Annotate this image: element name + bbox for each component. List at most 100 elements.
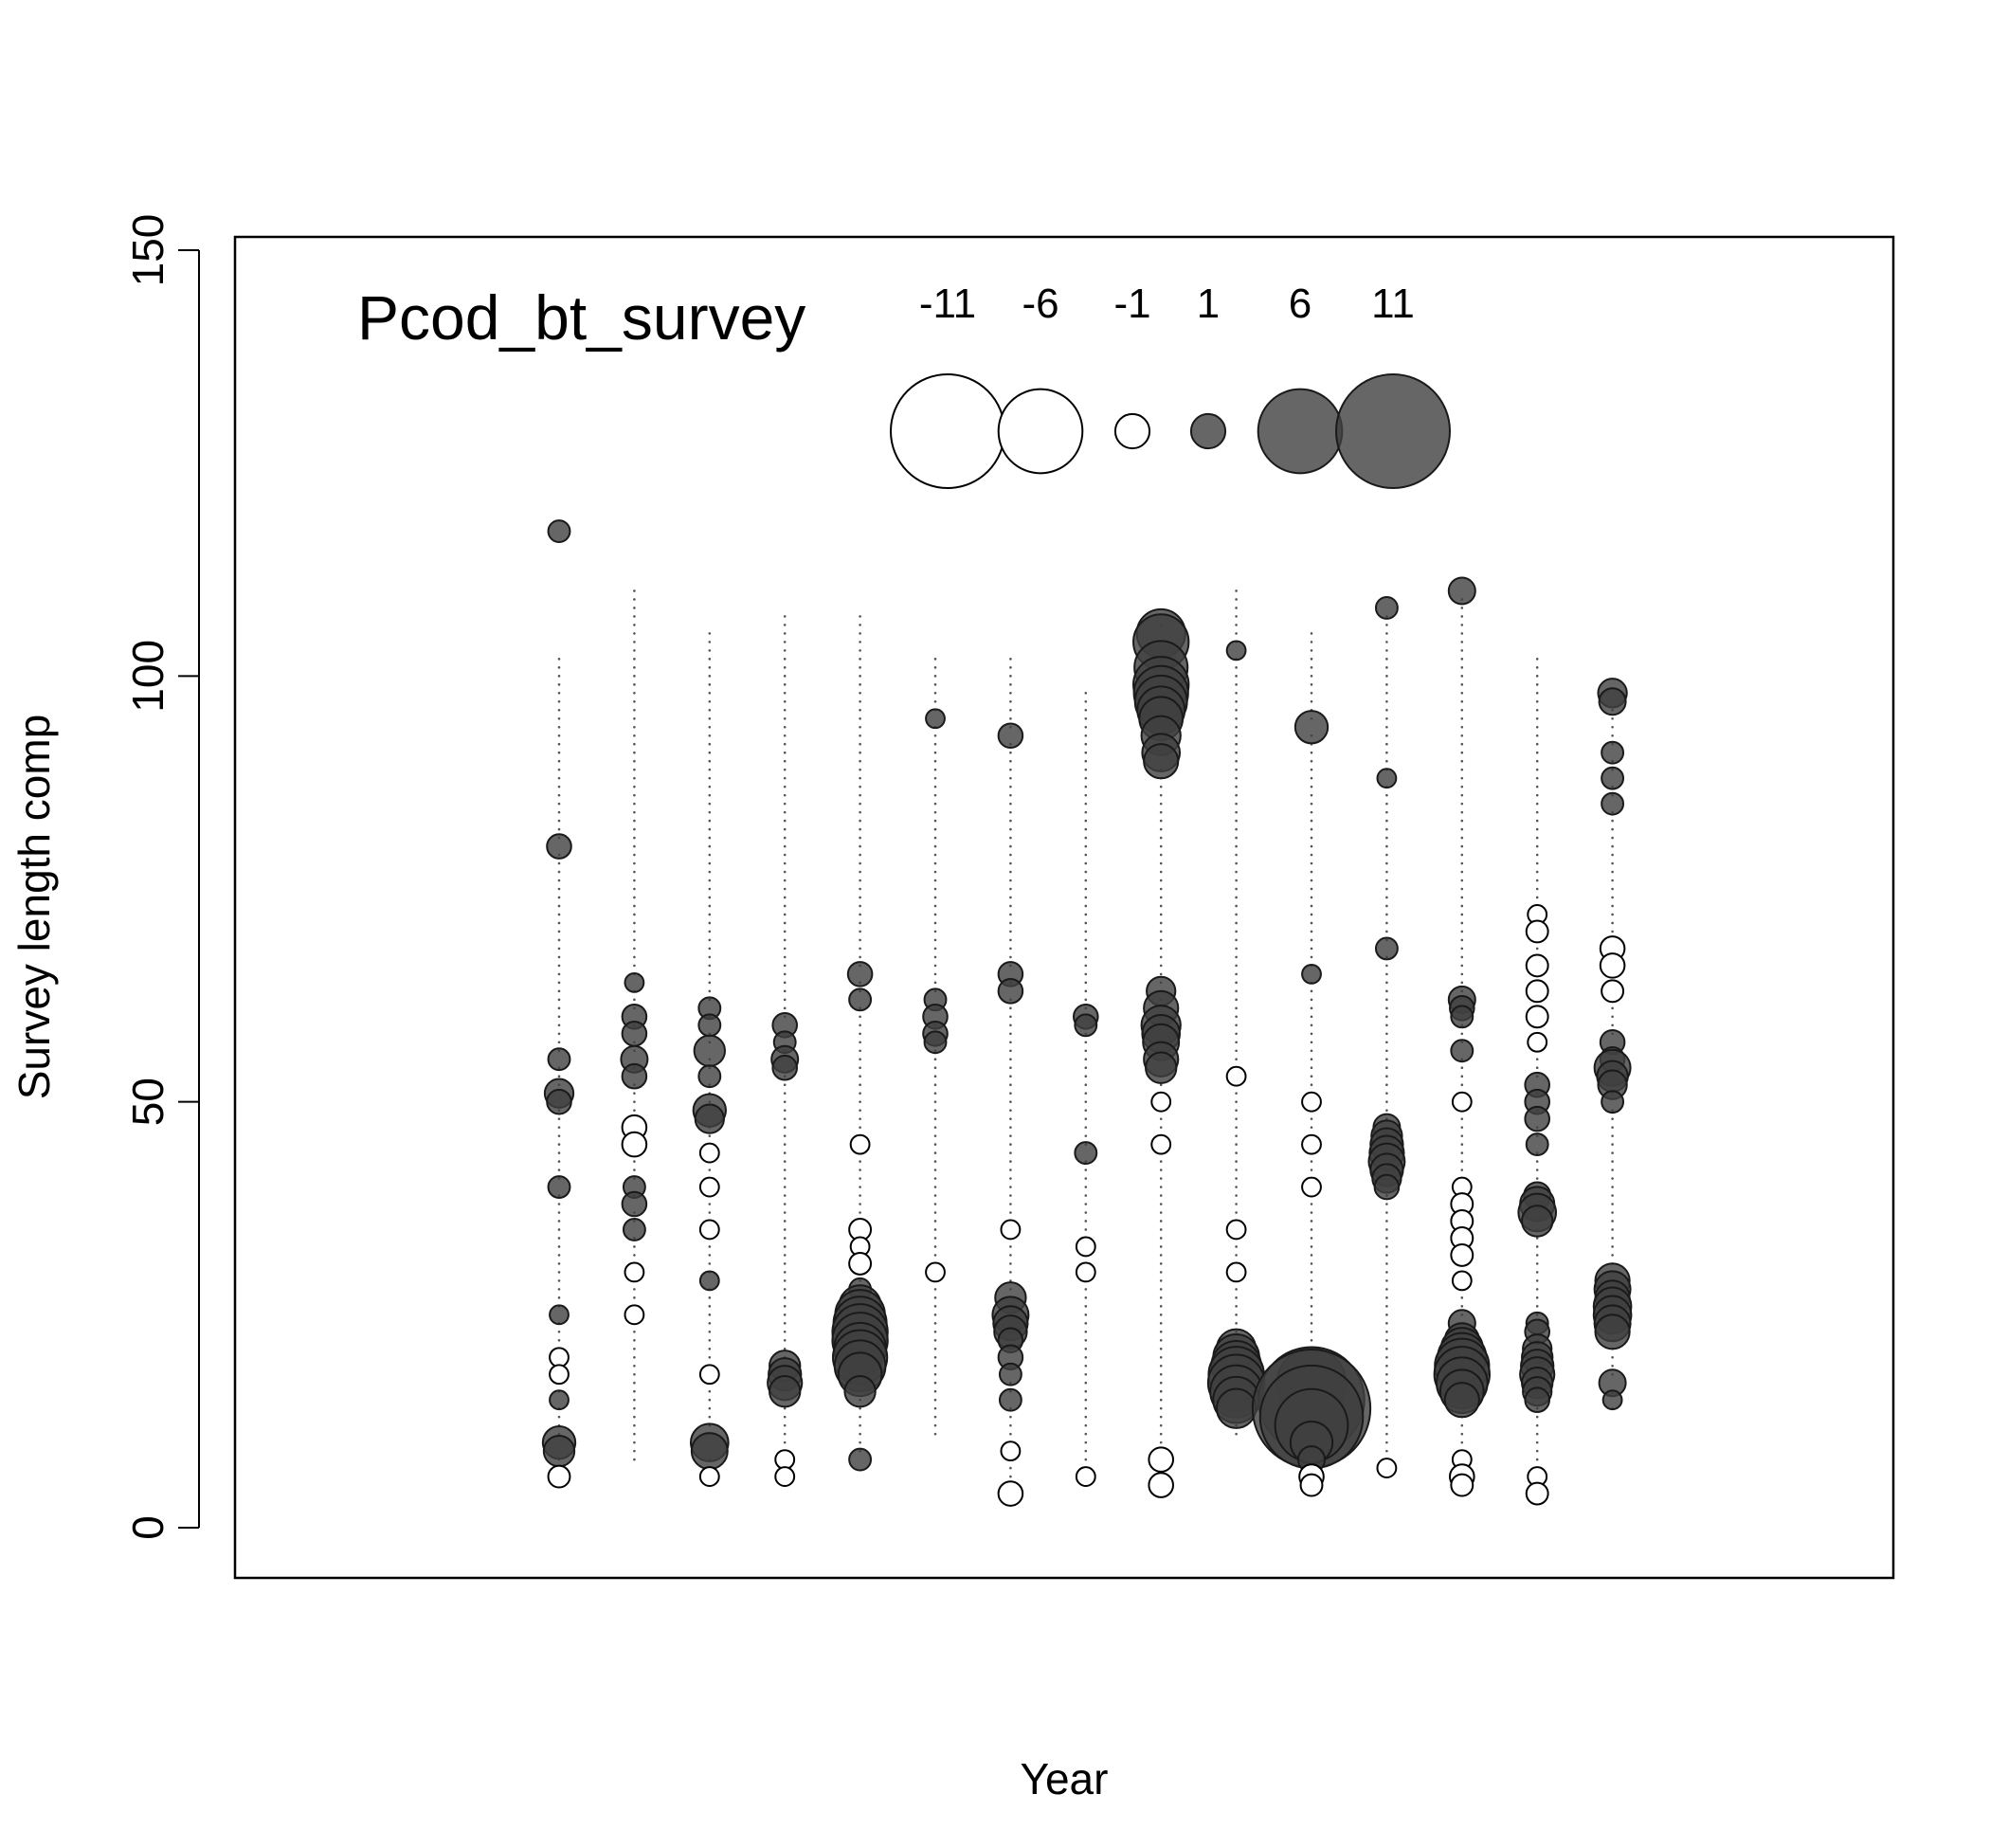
small-residual-dot — [708, 776, 712, 780]
residual-bubble — [1148, 1446, 1174, 1473]
small-residual-dot — [557, 947, 561, 951]
small-residual-dot — [859, 938, 861, 942]
small-residual-dot — [933, 1423, 937, 1427]
small-residual-dot — [933, 981, 937, 985]
small-residual-dot — [1159, 785, 1163, 788]
small-residual-dot — [1611, 1203, 1614, 1205]
small-residual-dot — [783, 666, 787, 669]
small-residual-dot — [633, 1254, 636, 1257]
small-residual-dot — [933, 1092, 937, 1095]
residual-bubble — [1145, 1051, 1178, 1084]
small-residual-dot — [1460, 742, 1464, 746]
small-residual-dot — [933, 793, 937, 797]
small-residual-dot — [1385, 921, 1388, 925]
small-residual-dot — [708, 675, 712, 678]
small-residual-dot — [1159, 1415, 1163, 1419]
small-residual-dot — [1310, 1024, 1313, 1027]
small-residual-dot — [1235, 1186, 1238, 1188]
small-residual-dot — [557, 1151, 561, 1154]
small-residual-dot — [783, 1347, 787, 1350]
residual-bubble — [1451, 1091, 1473, 1113]
small-residual-dot — [1084, 1117, 1088, 1120]
small-residual-dot — [1460, 802, 1464, 806]
small-residual-dot — [933, 1254, 937, 1257]
small-residual-dot — [1235, 759, 1238, 763]
residual-bubble — [698, 1466, 720, 1487]
small-residual-dot — [933, 972, 937, 976]
small-residual-dot — [1235, 699, 1238, 703]
small-residual-dot — [783, 1271, 787, 1274]
small-residual-dot — [1535, 844, 1539, 848]
residual-bubble — [1450, 1039, 1474, 1063]
small-residual-dot — [783, 1338, 787, 1342]
small-residual-dot — [1159, 861, 1163, 865]
small-residual-dot — [1235, 1432, 1238, 1436]
small-residual-dot — [1535, 819, 1539, 823]
small-residual-dot — [1310, 649, 1313, 652]
small-residual-dot — [1235, 896, 1238, 899]
y-axis-label: Survey length comp — [9, 715, 59, 1100]
small-residual-dot — [783, 675, 787, 678]
small-residual-dot — [783, 989, 787, 993]
small-residual-dot — [1535, 1262, 1539, 1265]
small-residual-dot — [1611, 1151, 1614, 1154]
small-residual-dot — [1159, 930, 1163, 933]
small-residual-dot — [859, 913, 861, 916]
small-residual-dot — [708, 913, 712, 916]
small-residual-dot — [1235, 675, 1238, 678]
legend-label: -11 — [919, 281, 976, 327]
residual-bubble — [546, 833, 572, 860]
small-residual-dot — [783, 1245, 787, 1248]
small-residual-dot — [1385, 810, 1388, 814]
small-residual-dot — [1159, 1347, 1163, 1350]
small-residual-dot — [1310, 1271, 1313, 1274]
residual-bubble — [547, 1047, 571, 1072]
small-residual-dot — [1460, 607, 1464, 609]
small-residual-dot — [933, 1237, 937, 1240]
small-residual-dot — [1235, 1117, 1238, 1120]
small-residual-dot — [633, 632, 636, 635]
small-residual-dot — [859, 624, 861, 626]
small-residual-dot — [1009, 768, 1012, 771]
small-residual-dot — [783, 1220, 787, 1223]
residual-bubble — [1143, 743, 1180, 780]
small-residual-dot — [1385, 1092, 1388, 1095]
small-residual-dot — [1460, 666, 1464, 669]
residual-bubble — [846, 961, 874, 987]
small-residual-dot — [1235, 1169, 1238, 1171]
small-residual-dot — [1611, 1186, 1614, 1188]
small-residual-dot — [1310, 1160, 1313, 1163]
residual-bubble — [698, 1364, 720, 1386]
small-residual-dot — [1460, 1075, 1464, 1078]
small-residual-dot — [783, 708, 787, 712]
small-residual-dot — [708, 1262, 712, 1265]
small-residual-dot — [557, 955, 561, 959]
small-residual-dot — [1310, 1032, 1313, 1036]
small-residual-dot — [1235, 887, 1238, 891]
small-residual-dot — [783, 879, 787, 882]
small-residual-dot — [1535, 1237, 1539, 1240]
small-residual-dot — [1235, 708, 1238, 712]
small-residual-dot — [933, 776, 937, 780]
small-residual-dot — [633, 853, 636, 857]
small-residual-dot — [1535, 785, 1539, 788]
small-residual-dot — [1084, 1066, 1088, 1070]
small-residual-dot — [1159, 1169, 1163, 1171]
small-residual-dot — [1310, 955, 1313, 959]
small-residual-dot — [708, 870, 712, 874]
small-residual-dot — [557, 1254, 561, 1257]
small-residual-dot — [933, 1177, 937, 1180]
small-residual-dot — [1159, 1288, 1163, 1291]
small-residual-dot — [557, 819, 561, 823]
small-residual-dot — [1460, 921, 1464, 925]
residual-bubble — [1524, 1105, 1550, 1132]
small-residual-dot — [1159, 1262, 1163, 1265]
small-residual-dot — [1385, 1211, 1388, 1214]
small-residual-dot — [783, 827, 787, 831]
small-residual-dot — [1385, 1271, 1388, 1274]
residual-bubble — [769, 1375, 802, 1408]
small-residual-dot — [1159, 1398, 1163, 1402]
residual-bubble — [1299, 1473, 1324, 1497]
small-residual-dot — [1535, 793, 1539, 797]
small-residual-dot — [1535, 1288, 1539, 1291]
